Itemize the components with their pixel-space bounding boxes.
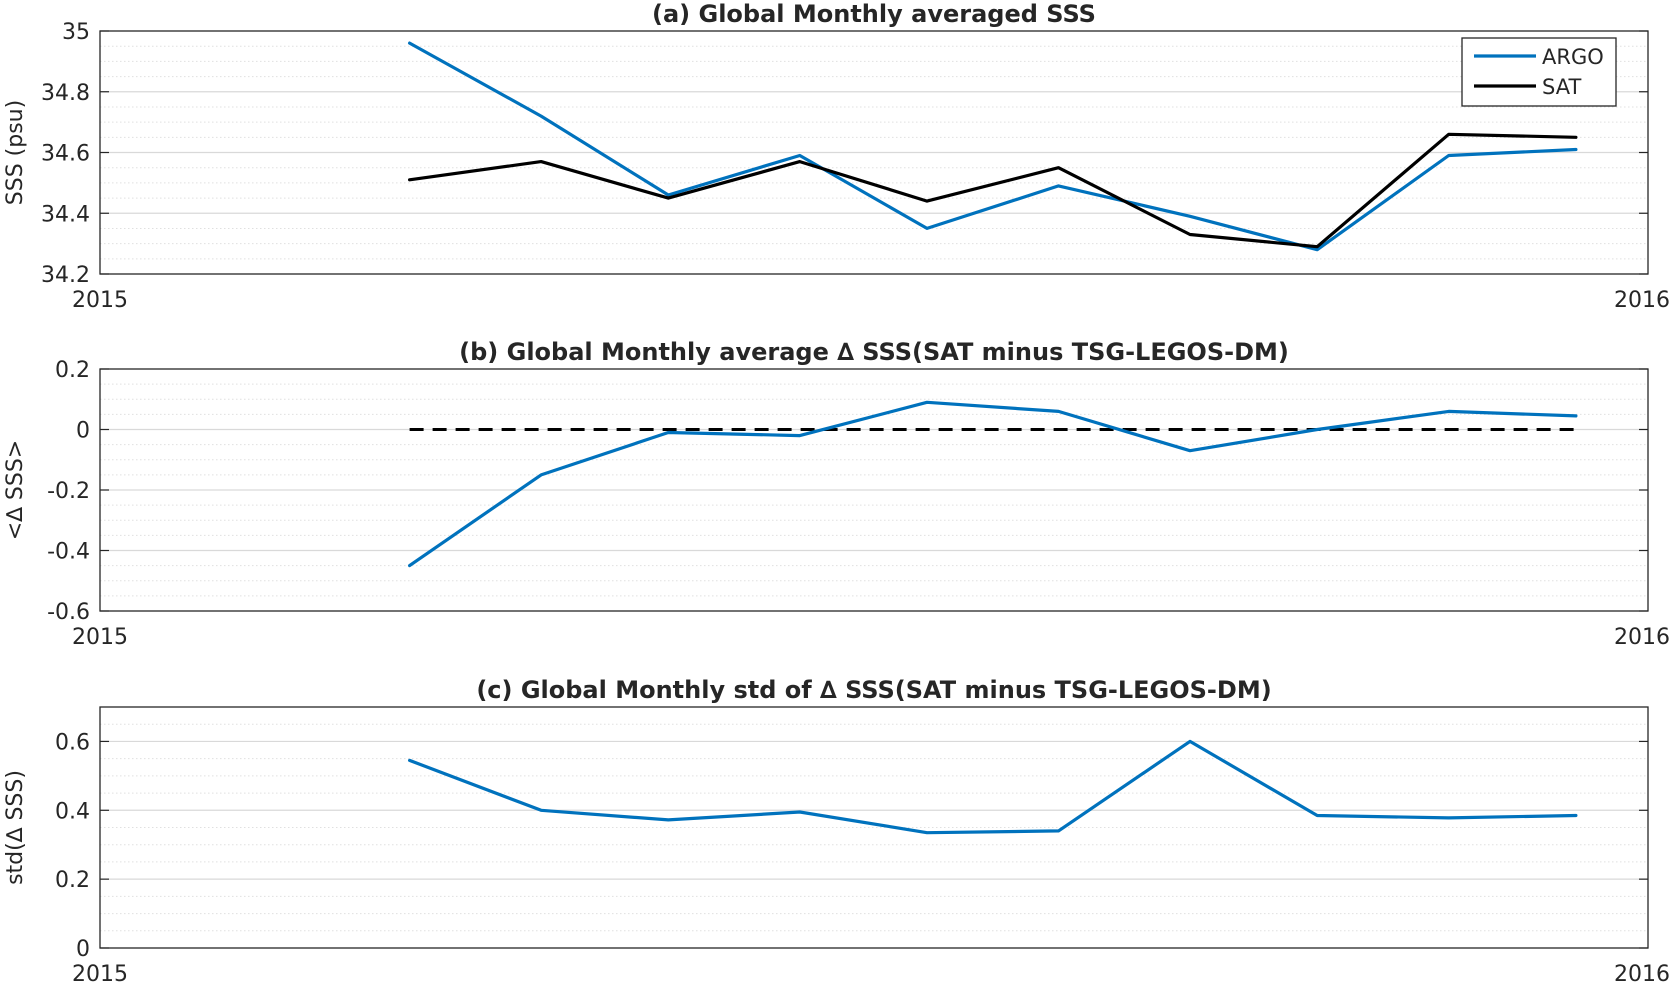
panel-a-sat-line [408,132,1578,249]
legend-box [1461,37,1617,107]
panel-b-title: (b) Global Monthly average ∆ SSS(SAT min… [459,338,1289,366]
panel-c-xtick-2015: 2015 [72,962,128,982]
panel-a-argo-line [408,41,1578,252]
panel-b-xtick-2016: 2016 [1614,625,1670,650]
axes-box-c [99,706,1649,949]
panel-c-ytick-label: 0 [76,937,90,962]
panel-c-ylabel: std(∆ SSS) [3,770,28,885]
panel-b-ytick-label: -0.6 [47,600,90,625]
panel-b-xtick-2015: 2015 [72,625,128,650]
panel-a-ytick-label: 34.4 [41,202,90,227]
panel-a-ytick-label: 34.6 [41,142,90,167]
panel-b-series-0-line [408,400,1578,568]
panel-a-ytick-label: 34.2 [41,263,90,288]
panel-c-ytick-label: 0.4 [55,799,90,824]
panel-b-ytick-label: -0.2 [47,479,90,504]
panel-c-series-0-line [408,739,1578,835]
panel-a: 34.2 34.4 34.6 34.8 35 (a) Global Monthly av… [3,0,1670,313]
panel-a-ylabel: SSS (psu) [3,100,28,205]
panel-c-ytick-label: 0.6 [55,730,90,755]
panel-a-ytick-label: 35 [62,20,90,45]
legend-sat-label: SAT [1542,75,1581,99]
legend-argo-label: ARGO [1542,45,1604,69]
panel-c-title: (c) Global Monthly std of ∆ SSS(SAT minu… [476,676,1271,704]
panel-b-ytick-label: -0.4 [47,540,90,565]
panel-b-ylabel: <∆ SSS> [3,440,28,540]
panel-a-xtick-2016: 2016 [1614,288,1670,313]
panel-b: -0.6 -0.4 -0.2 0 0.2 (b) Global Monthly aver… [3,338,1670,650]
panel-a-title: (a) Global Monthly averaged SSS [652,0,1096,28]
panel-a-xtick-2015: 2015 [72,288,128,313]
panel-b-ytick-label: 0 [76,419,90,444]
panel-b-ytick-label: 0.2 [55,358,90,383]
legend: ARGO SAT [1461,37,1617,107]
panel-a-ytick-label: 34.8 [41,81,90,106]
panel-c-ytick-label: 0.2 [55,868,90,893]
panel-c: 0 0.2 0.4 0.6 (c) Global Monthly std of ∆ S… [3,676,1670,982]
panel-c-xtick-2016: 2016 [1614,962,1670,982]
